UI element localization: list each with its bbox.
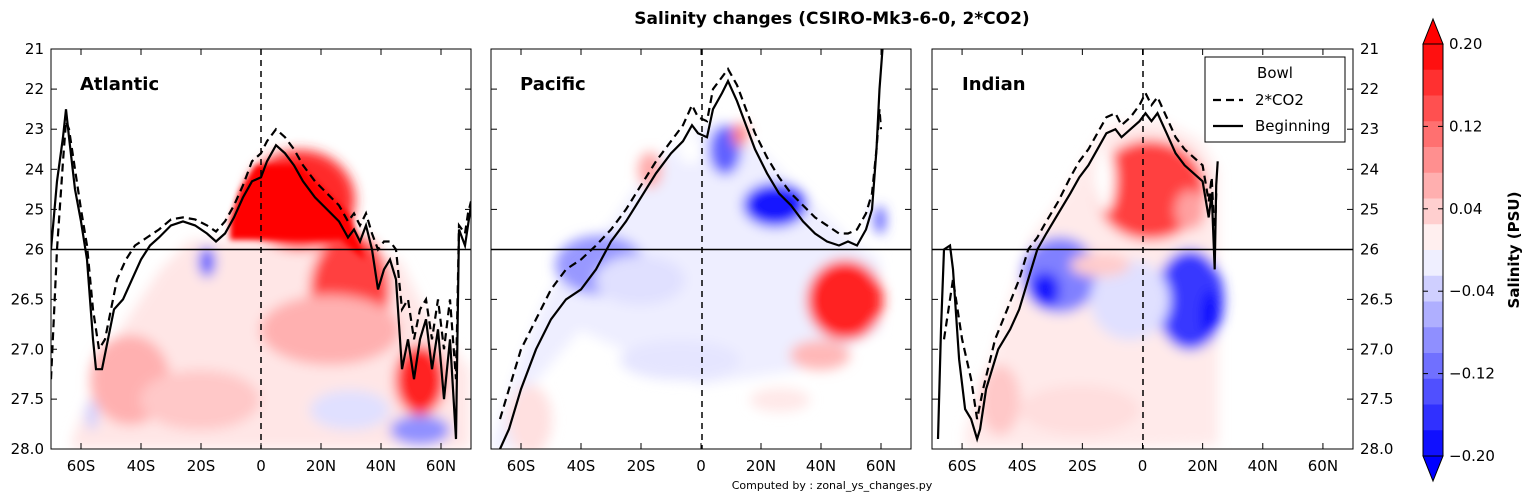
y-tick-label-right: 26 bbox=[1360, 241, 1379, 259]
colorbar-cell bbox=[1423, 95, 1443, 122]
x-tick-label: 40N bbox=[806, 457, 836, 475]
colorbar-cell bbox=[1423, 44, 1443, 71]
colorbar-cell bbox=[1423, 224, 1443, 251]
colorbar-cell bbox=[1423, 301, 1443, 328]
legend-label-2co2: 2*CO2 bbox=[1255, 91, 1304, 109]
colorbar-tick-label: −0.12 bbox=[1449, 365, 1495, 383]
x-tick-label: 40S bbox=[127, 457, 156, 475]
x-tick-label: 60N bbox=[866, 457, 896, 475]
footer-note: Computed by : zonal_ys_changes.py bbox=[732, 479, 933, 492]
legend: Bowl 2*CO2 Beginning bbox=[1204, 56, 1346, 143]
salinity-field-atlantic bbox=[72, 150, 470, 449]
x-tick-label: 0 bbox=[256, 457, 266, 475]
colorbar-extend-top bbox=[1422, 17, 1444, 45]
y-tick-label-left: 22 bbox=[25, 80, 44, 98]
y-tick-label-right: 21 bbox=[1360, 40, 1379, 58]
x-tick-label: 40S bbox=[567, 457, 596, 475]
x-tick-label: 40N bbox=[366, 457, 396, 475]
salinity-field-indian bbox=[965, 120, 1224, 449]
colorbar-cell bbox=[1423, 198, 1443, 225]
x-tick-label: 20S bbox=[627, 457, 656, 475]
x-tick-label: 20S bbox=[1068, 457, 1097, 475]
y-ticks-right: 21 22 23 24 25 26 26.5 27.0 27.5 28.0 bbox=[1360, 40, 1393, 458]
y-tick-label-left: 26.5 bbox=[11, 290, 44, 308]
legend-title: Bowl bbox=[1257, 64, 1293, 82]
panel-pacific: Pacific 60S 40S 20S 0 20N 40N 60N bbox=[490, 48, 912, 475]
y-tick-label-left: 26 bbox=[25, 241, 44, 259]
x-tick-label: 40N bbox=[1248, 457, 1278, 475]
x-tick-label: 0 bbox=[696, 457, 706, 475]
x-tick-label: 0 bbox=[1138, 457, 1148, 475]
bowl-beginning-line-pacific bbox=[498, 49, 884, 449]
y-tick-label-right: 23 bbox=[1360, 120, 1379, 138]
colorbar-tick-label: −0.20 bbox=[1449, 447, 1495, 465]
x-ticks-pacific: 60S 40S 20S 0 20N 40N 60N bbox=[507, 49, 896, 475]
y-tick-label-left: 27.0 bbox=[11, 340, 44, 358]
x-tick-label: 40S bbox=[1008, 457, 1037, 475]
y-tick-label-right: 22 bbox=[1360, 80, 1379, 98]
salinity-field-pacific bbox=[491, 120, 885, 449]
x-tick-label: 60S bbox=[948, 457, 977, 475]
x-ticks-atlantic: 60S 40S 20S 0 20N 40N 60N bbox=[67, 49, 456, 475]
colorbar-tick-label: 0.04 bbox=[1449, 200, 1482, 218]
y-tick-label-left: 27.5 bbox=[11, 390, 44, 408]
y-tick-label-left: 21 bbox=[25, 40, 44, 58]
y-tick-label-left: 23 bbox=[25, 120, 44, 138]
panel-atlantic: Atlantic 60S 40S 20S 0 20N 40N 60N bbox=[50, 48, 472, 475]
x-tick-label: 60S bbox=[507, 457, 536, 475]
y-tick-label-right: 25 bbox=[1360, 200, 1379, 218]
panel-title-atlantic: Atlantic bbox=[80, 74, 159, 95]
colorbar: 0.20 0.12 0.04 −0.04 −0.12 −0.20 Salinity (PS… bbox=[1422, 17, 1523, 483]
colorbar-cell bbox=[1423, 430, 1443, 457]
y-ticks-left: 21 22 23 24 25 26 26.5 27.0 27.5 28.0 bbox=[11, 40, 1353, 458]
colorbar-extend-bottom bbox=[1422, 455, 1444, 483]
bowl-beginning-line-atlantic bbox=[51, 109, 471, 440]
x-tick-label: 60N bbox=[426, 457, 456, 475]
colorbar-tick-label: 0.20 bbox=[1449, 35, 1482, 53]
panel-indian: Indian 60S 40S 20S 0 20N 40N 60N Bowl 2*CO2 Be… bbox=[931, 48, 1354, 475]
colorbar-cell bbox=[1423, 275, 1443, 302]
colorbar-label: Salinity (PSU) bbox=[1505, 192, 1523, 309]
bowl-beginning-line-indian bbox=[936, 111, 1219, 443]
colorbar-cell bbox=[1423, 378, 1443, 405]
legend-label-beginning: Beginning bbox=[1255, 117, 1330, 135]
y-tick-label-right: 27.5 bbox=[1360, 390, 1393, 408]
panel-title-pacific: Pacific bbox=[520, 74, 586, 95]
colorbar-cell bbox=[1423, 353, 1443, 380]
colorbar-cell bbox=[1423, 327, 1443, 354]
y-tick-label-right: 27.0 bbox=[1360, 340, 1393, 358]
colorbar-cell bbox=[1423, 404, 1443, 431]
x-tick-label: 60N bbox=[1308, 457, 1338, 475]
y-tick-label-left: 25 bbox=[25, 200, 44, 218]
y-tick-label-right: 24 bbox=[1360, 160, 1379, 178]
colorbar-tick-label: 0.12 bbox=[1449, 117, 1482, 135]
y-tick-label-left: 24 bbox=[25, 160, 44, 178]
colorbar-cell bbox=[1423, 147, 1443, 174]
colorbar-tick-label: −0.04 bbox=[1449, 282, 1495, 300]
x-tick-label: 20N bbox=[746, 457, 776, 475]
y-tick-label-left: 28.0 bbox=[11, 440, 44, 458]
x-tick-label: 60S bbox=[67, 457, 96, 475]
x-tick-label: 20N bbox=[1187, 457, 1217, 475]
x-tick-label: 20S bbox=[187, 457, 216, 475]
colorbar-cell bbox=[1423, 69, 1443, 96]
y-tick-label-right: 26.5 bbox=[1360, 290, 1393, 308]
colorbar-cell bbox=[1423, 121, 1443, 148]
colorbar-cell bbox=[1423, 250, 1443, 277]
bowl-2co2-line-atlantic bbox=[51, 120, 471, 380]
bowl-2co2-line-pacific bbox=[498, 66, 883, 420]
y-tick-label-right: 28.0 bbox=[1360, 440, 1393, 458]
panel-title-indian: Indian bbox=[962, 74, 1026, 95]
figure-title: Salinity changes (CSIRO-Mk3-6-0, 2*CO2) bbox=[634, 9, 1029, 29]
x-ticks-indian: 60S 40S 20S 0 20N 40N 60N bbox=[948, 49, 1338, 475]
bowl-2co2-line-indian bbox=[942, 90, 1218, 420]
x-tick-label: 20N bbox=[306, 457, 336, 475]
colorbar-cell bbox=[1423, 172, 1443, 199]
